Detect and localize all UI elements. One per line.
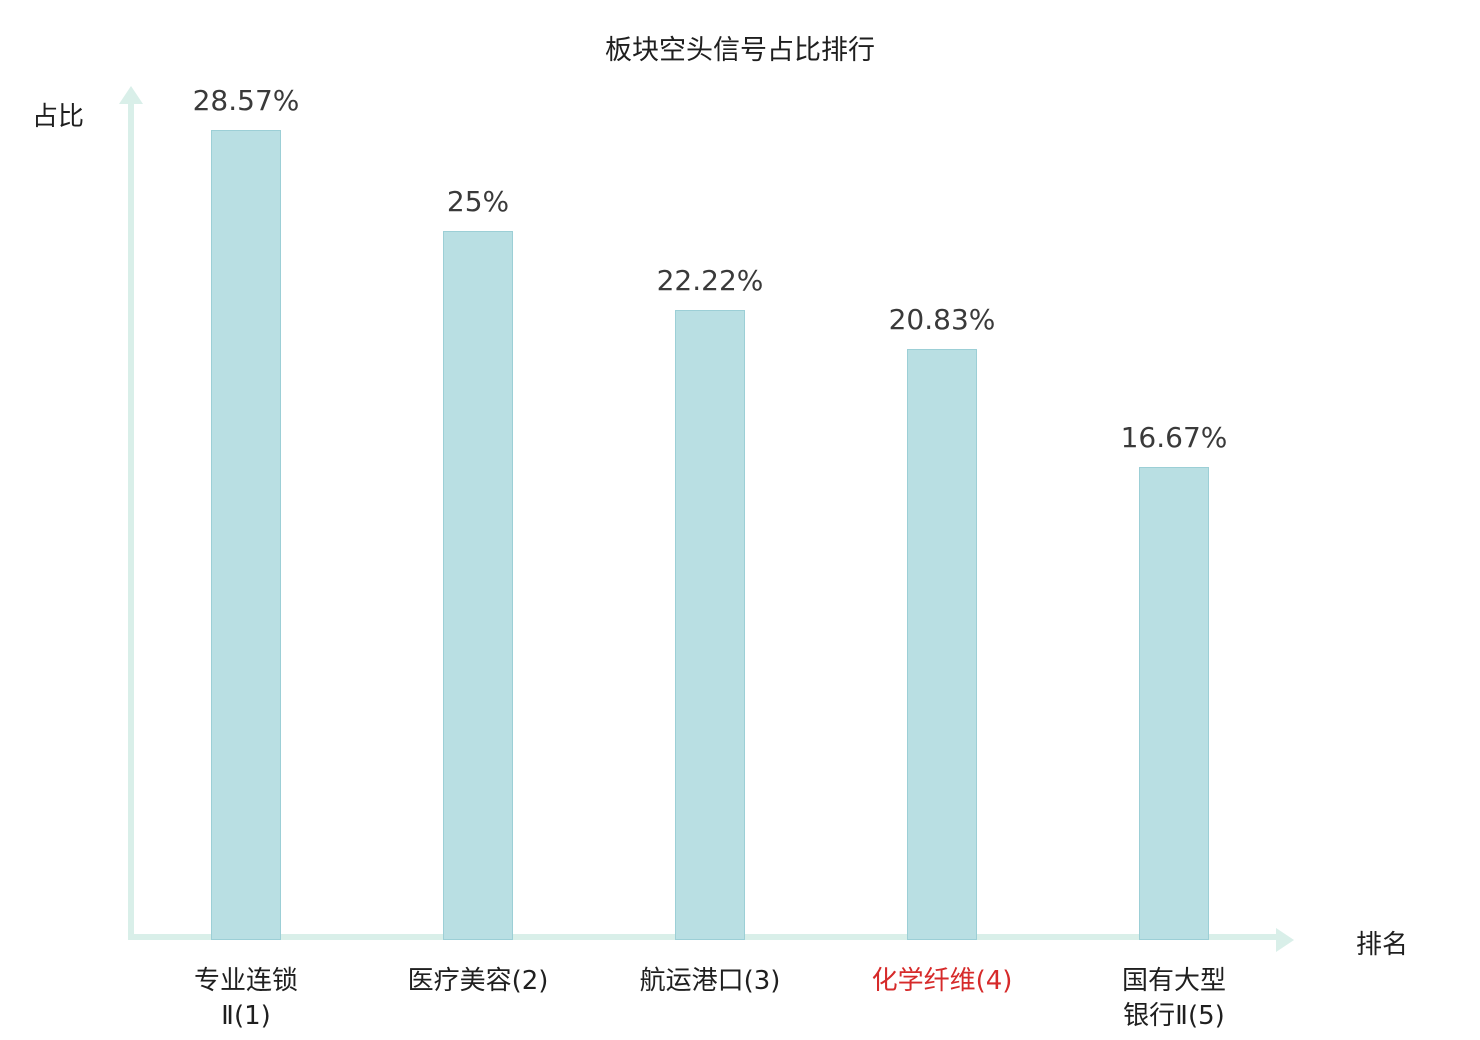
y-axis-line [128,102,134,940]
bar-category-label: 化学纤维(4) [871,966,1013,996]
bar-value-label: 16.67% [1120,421,1228,454]
bar-value-label: 28.57% [192,84,300,117]
bar-value-label: 20.83% [888,303,996,336]
bar-category-label: 专业连锁 Ⅱ(1) [193,966,298,1032]
bar [211,130,281,940]
y-axis-arrow-icon [119,86,143,104]
x-axis-label: 排名 [1356,930,1409,960]
bar-category-label: 航运港口(3) [639,966,781,996]
bar [675,310,745,940]
bar-value-label: 25% [446,185,510,218]
bar-category-label: 医疗美容(2) [407,966,549,996]
bar-value-label: 22.22% [656,264,764,297]
bar [1139,467,1209,940]
x-axis-arrow-icon [1276,928,1294,952]
bar [907,349,977,940]
y-axis-label: 占比 [32,102,85,132]
bar-category-label: 国有大型 银行Ⅱ(5) [1121,966,1226,1032]
bar [443,231,513,940]
chart-title: 板块空头信号占比排行 [605,35,875,66]
